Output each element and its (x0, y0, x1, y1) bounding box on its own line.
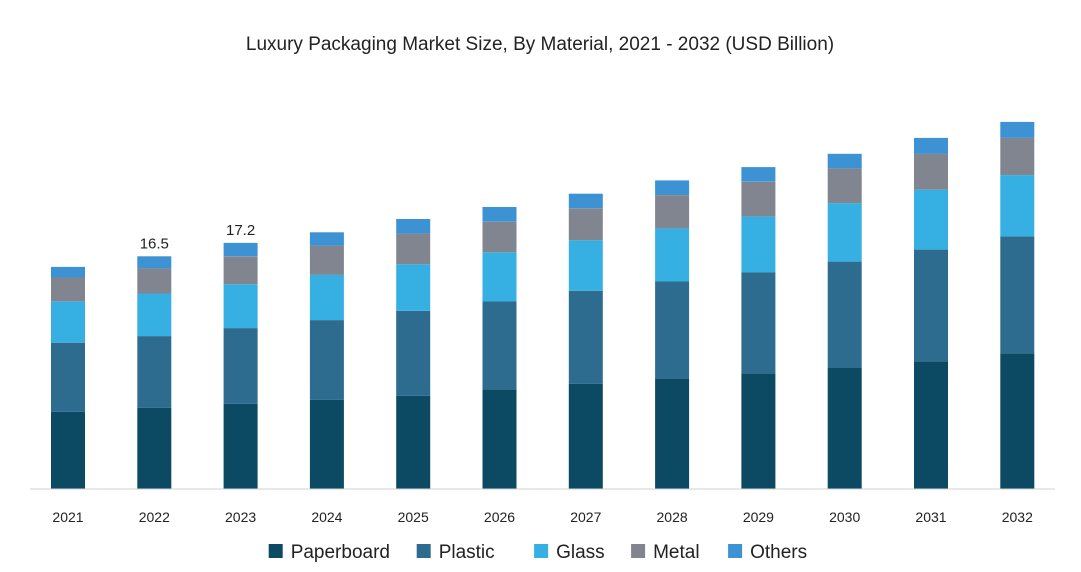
x-tick-label: 2029 (743, 509, 774, 525)
x-tick-label: 2030 (829, 509, 860, 525)
bar-others-2031 (914, 137, 948, 154)
bar-paperboard-2029 (741, 373, 776, 489)
legend-swatch-others (728, 544, 743, 558)
bar-others-2030 (827, 153, 862, 169)
bar-glass-2022 (137, 293, 172, 337)
bar-paperboard-2028 (655, 378, 690, 489)
legend-label-glass: Glass (556, 542, 605, 563)
bar-glass-2032 (1000, 175, 1035, 237)
bar-metal-2032 (1000, 137, 1035, 176)
data-labels: 16.5 17.2 (140, 222, 256, 252)
x-tick-label: 2031 (915, 509, 946, 525)
bar-metal-2025 (396, 233, 431, 265)
bar-plastic-2032 (1000, 236, 1035, 354)
bar-plastic-2026 (482, 301, 517, 390)
legend-label-others: Others (750, 542, 807, 563)
bar-plastic-2031 (914, 249, 948, 362)
x-tick-labels: 2021 2022 2023 2024 2025 2026 2027 2028 2029 2030… (52, 509, 1033, 525)
bar-others-2025 (396, 219, 431, 234)
bar-metal-2029 (741, 181, 776, 217)
bar-glass-2026 (482, 252, 517, 302)
bar-glass-2028 (655, 228, 690, 282)
x-tick-label: 2026 (484, 509, 515, 525)
legend-label-plastic: Plastic (439, 542, 495, 563)
bar-paperboard-2021 (51, 411, 85, 489)
x-tick-label: 2028 (657, 509, 688, 525)
bar-glass-2027 (568, 240, 603, 291)
bar-paperboard-2027 (568, 383, 603, 489)
x-tick-label: 2032 (1002, 509, 1033, 525)
bar-paperboard-2031 (914, 361, 948, 489)
bar-others-2022 (137, 256, 172, 269)
bar-metal-2026 (482, 221, 517, 253)
bar-metal-2022 (137, 268, 172, 294)
data-label: 16.5 (140, 235, 169, 252)
x-tick-label: 2021 (52, 509, 83, 525)
bar-plastic-2028 (655, 281, 690, 379)
bar-others-2029 (741, 167, 776, 182)
x-tick-label: 2027 (570, 509, 601, 525)
legend-swatch-metal (631, 544, 646, 558)
bar-paperboard-2026 (482, 389, 517, 490)
chart-title: Luxury Packaging Market Size, By Materia… (246, 34, 834, 55)
x-tick-label: 2024 (311, 509, 342, 525)
legend-swatch-glass (534, 544, 549, 558)
bar-plastic-2023 (223, 328, 258, 404)
bar-glass-2030 (827, 203, 862, 262)
bar-plastic-2030 (827, 261, 862, 368)
bar-paperboard-2023 (223, 403, 258, 489)
bar-paperboard-2032 (1000, 353, 1035, 489)
bar-glass-2021 (51, 301, 85, 343)
legend-label-metal: Metal (653, 542, 699, 563)
bar-plastic-2021 (51, 342, 85, 412)
bar-glass-2025 (396, 264, 431, 311)
data-label: 17.2 (226, 222, 255, 239)
x-tick-label: 2023 (225, 509, 256, 525)
bar-others-2023 (223, 242, 258, 257)
legend-swatch-plastic (416, 544, 431, 558)
bar-paperboard-2030 (827, 368, 862, 489)
bars-layer (51, 121, 1035, 490)
bar-metal-2023 (223, 256, 258, 285)
bar-plastic-2024 (309, 320, 344, 400)
bar-metal-2030 (827, 168, 862, 204)
bar-paperboard-2024 (309, 399, 344, 489)
bar-paperboard-2025 (396, 395, 431, 489)
bar-metal-2028 (655, 195, 690, 229)
bar-others-2032 (1000, 121, 1035, 138)
bar-glass-2031 (914, 189, 948, 250)
bar-plastic-2029 (741, 272, 776, 374)
bar-others-2021 (51, 266, 85, 278)
bar-metal-2021 (51, 277, 85, 302)
legend-label-paperboard: Paperboard (291, 542, 390, 563)
bar-others-2024 (309, 232, 344, 246)
bar-glass-2024 (309, 274, 344, 321)
bar-others-2027 (568, 193, 603, 209)
bar-glass-2029 (741, 216, 776, 273)
bar-plastic-2022 (137, 336, 172, 408)
bar-metal-2024 (309, 245, 344, 275)
bar-paperboard-2022 (137, 407, 172, 489)
legend-swatch-paperboard (268, 544, 283, 558)
bar-metal-2031 (914, 153, 948, 190)
bar-metal-2027 (568, 208, 603, 241)
bar-others-2026 (482, 207, 517, 222)
x-tick-label: 2025 (398, 509, 429, 525)
bar-plastic-2025 (396, 310, 431, 396)
bar-others-2028 (655, 180, 690, 195)
x-tick-label: 2022 (139, 509, 170, 525)
bar-plastic-2027 (568, 290, 603, 384)
bar-glass-2023 (223, 284, 258, 329)
legend: Paperboard Plastic Glass Metal Others (268, 542, 807, 563)
